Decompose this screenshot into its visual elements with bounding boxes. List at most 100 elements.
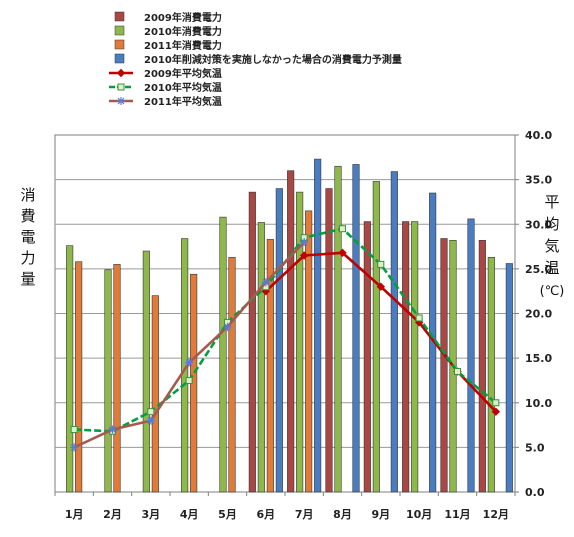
y-axis-title-char: 電 <box>20 228 35 246</box>
bar <box>248 191 256 493</box>
x-tick-label: 12月 <box>483 508 509 521</box>
line-marker <box>261 278 270 287</box>
bar <box>487 256 495 493</box>
line-marker <box>70 443 79 452</box>
bar <box>104 269 112 493</box>
x-tick-label: 7月 <box>295 508 314 521</box>
legend-label: 2010年平均気温 <box>144 81 222 94</box>
legend-item: 2011年消費電力 <box>114 39 222 52</box>
x-tick-label: 9月 <box>372 508 391 521</box>
bar <box>113 264 121 493</box>
y2-axis-title-char: (℃) <box>540 284 565 299</box>
legend-item: 2011年平均気温 <box>109 95 222 108</box>
bar <box>363 221 371 493</box>
line-marker <box>185 358 194 367</box>
line-marker <box>454 368 461 376</box>
bar <box>66 245 74 493</box>
x-tick-label: 6月 <box>257 508 276 521</box>
y-axis-title-char: 力 <box>20 249 35 267</box>
y-axis-title-char: 費 <box>20 207 35 225</box>
bar <box>314 158 322 493</box>
legend-item: 2010年削減対策を実施しなかった場合の消費電力予測量 <box>114 53 402 66</box>
bar <box>478 240 486 493</box>
line-marker <box>491 407 501 416</box>
bar <box>75 261 83 493</box>
line-marker <box>108 425 117 434</box>
bar <box>505 263 513 493</box>
grid <box>54 134 516 493</box>
marker-stroke <box>117 97 125 105</box>
legend-item: 2010年平均気温 <box>109 81 222 94</box>
legend-label: 2010年削減対策を実施しなかった場合の消費電力予測量 <box>144 53 402 66</box>
bar <box>305 210 313 493</box>
x-tick-label: 2月 <box>103 508 122 521</box>
bar <box>219 216 227 493</box>
bar <box>142 250 150 493</box>
line-marker <box>415 314 423 322</box>
x-tick-label: 1月 <box>65 508 84 521</box>
legend-swatch <box>114 11 125 22</box>
bar <box>334 165 342 493</box>
bar <box>402 221 410 493</box>
x-tick-label: 11月 <box>444 508 470 521</box>
marker-stroke <box>262 278 270 286</box>
bar <box>352 164 360 493</box>
legend: 2009年消費電力2010年消費電力2011年消費電力2010年削減対策を実施し… <box>109 11 402 108</box>
y2-axis-title-char: 気 <box>544 237 559 255</box>
line-marker <box>146 416 155 425</box>
bar <box>372 181 380 493</box>
bar <box>257 222 265 493</box>
legend-swatch <box>114 53 125 64</box>
x-tick-label: 3月 <box>142 508 161 521</box>
bar <box>390 171 398 493</box>
y2-tick-label: 15.0 <box>525 352 552 365</box>
bar <box>151 295 159 493</box>
y2-axis-title-char: 平 <box>544 193 559 211</box>
marker-stroke <box>185 359 193 367</box>
y2-tick-label: 5.0 <box>525 441 545 454</box>
y2-tick-label: 0.0 <box>525 486 545 499</box>
x-tick-label: 8月 <box>333 508 352 521</box>
bar <box>411 221 419 493</box>
bar <box>325 188 333 493</box>
line-marker <box>116 68 126 78</box>
y2-axis-title-char: 温 <box>544 259 559 277</box>
legend-item: 2010年消費電力 <box>114 25 222 38</box>
line-marker <box>147 408 155 416</box>
y2-axis-title-char: 均 <box>544 215 559 233</box>
marker-stroke <box>147 417 155 425</box>
bar <box>266 239 274 493</box>
marker-stroke <box>224 323 231 331</box>
bar <box>296 191 304 493</box>
y2-tick-label: 25.0 <box>525 263 552 276</box>
bar <box>228 256 236 493</box>
marker-stroke <box>300 238 308 246</box>
x-tick-label: 10月 <box>406 508 432 521</box>
line-marker <box>117 97 125 105</box>
y2-tick-label: 30.0 <box>525 218 552 231</box>
legend-label: 2009年平均気温 <box>144 67 222 80</box>
bar <box>275 188 283 493</box>
legend-item: 2009年平均気温 <box>109 67 222 80</box>
line-marker <box>223 322 232 331</box>
line-marker <box>492 399 500 407</box>
legend-label: 2010年消費電力 <box>144 25 222 38</box>
line-marker <box>339 225 346 233</box>
bar <box>440 238 448 493</box>
bars <box>66 158 513 493</box>
marker-stroke <box>70 443 78 451</box>
legend-label: 2011年消費電力 <box>144 39 222 52</box>
temperature-lines <box>70 225 501 452</box>
line-marker <box>117 83 125 91</box>
legend-swatch <box>114 25 125 36</box>
y-axis-title-char: 消 <box>20 186 35 204</box>
line-marker <box>376 282 386 291</box>
y2-tick-label: 35.0 <box>525 174 552 187</box>
line-marker <box>185 376 193 384</box>
y2-tick-label: 40.0 <box>525 129 552 142</box>
legend-label: 2009年消費電力 <box>144 11 222 24</box>
y2-tick-label: 10.0 <box>525 397 552 410</box>
axes: 0.0 5.0 10.0 15.0 20.0 25.0 30.0 35.0 40.0 1月 2月 3月… <box>54 129 552 521</box>
